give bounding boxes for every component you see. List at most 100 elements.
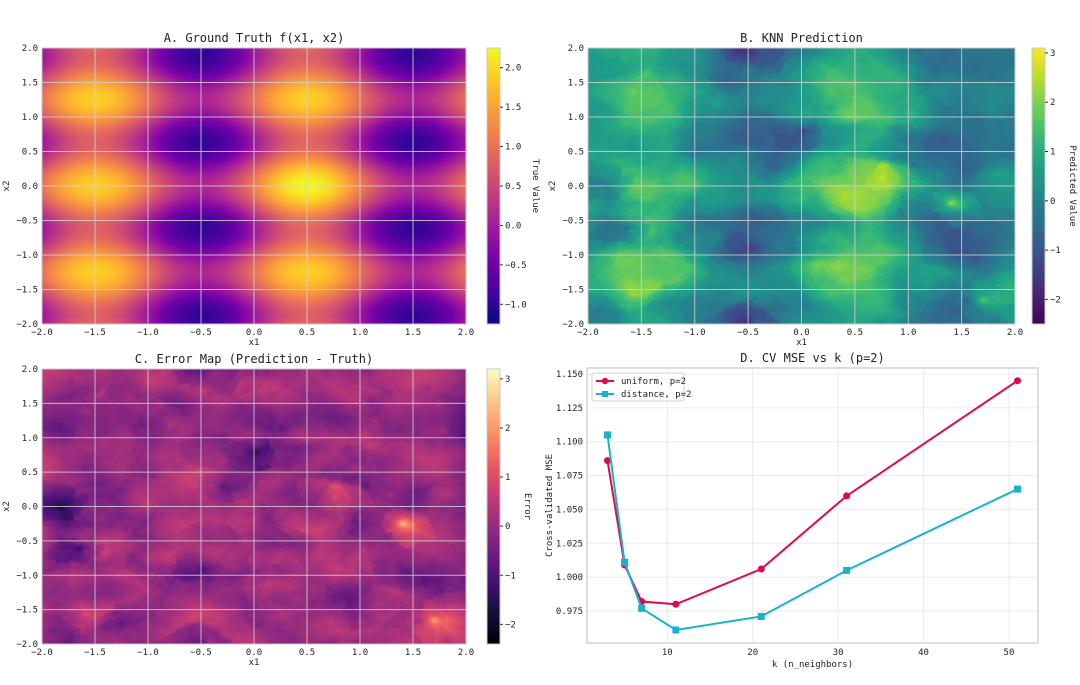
y-tick-label: 1.5 <box>568 79 584 89</box>
y-tick-label: 1.0 <box>22 434 38 444</box>
y-tick-label: 0.0 <box>22 503 38 513</box>
panel-title: D. CV MSE vs k (p=2) <box>740 351 885 365</box>
colorbar-tick-label: 3 <box>505 375 510 385</box>
colorbar-tick-label: −1 <box>1050 246 1061 256</box>
x-axis-label: x1 <box>796 338 807 348</box>
y-tick-label: 1.000 <box>556 573 583 583</box>
x-tick-label: 1.0 <box>900 328 916 338</box>
x-tick-label: −0.5 <box>190 328 212 338</box>
y-tick-label: −1.0 <box>562 251 584 261</box>
x-axis-label: k (n_neighbors) <box>772 660 853 670</box>
x-tick-label: 0.0 <box>793 328 809 338</box>
colorbar-tick-label: 0 <box>505 522 510 532</box>
colorbar-tick-label: 1.5 <box>505 103 521 113</box>
y-tick-label: 1.5 <box>22 79 38 89</box>
data-point-uniform <box>672 600 680 608</box>
x-tick-label: −2.0 <box>577 328 599 338</box>
x-tick-label: 1.5 <box>405 648 421 658</box>
colorbar-tick-label: 3 <box>1050 49 1055 59</box>
y-tick-label: 2.0 <box>22 44 38 54</box>
legend-label: distance, p=2 <box>621 390 691 400</box>
y-tick-label: −0.5 <box>16 217 38 227</box>
data-point-distance <box>621 558 629 566</box>
x-tick-label: −1.0 <box>684 328 706 338</box>
x-tick-label: −1.0 <box>137 648 159 658</box>
y-tick-label: −1.5 <box>562 286 584 296</box>
colorbar-tick-label: 0.5 <box>505 182 521 192</box>
y-tick-label: 1.100 <box>556 438 583 448</box>
panel-title: A. Ground Truth f(x1, x2) <box>164 31 345 45</box>
legend-marker-square <box>602 391 608 397</box>
x-tick-label: −1.5 <box>84 648 106 658</box>
x-tick-label: 50 <box>1004 648 1015 658</box>
y-tick-label: −0.5 <box>16 537 38 547</box>
x-tick-label: −2.0 <box>31 328 53 338</box>
colorbar-label: Error <box>522 493 532 521</box>
colorbar-tick-label: 0 <box>1050 197 1055 207</box>
y-axis-label: x2 <box>2 181 12 192</box>
colorbar-true-value <box>487 48 500 324</box>
y-tick-label: 0.975 <box>556 607 583 617</box>
series-line-uniform <box>606 379 1019 606</box>
data-point-distance <box>843 566 851 574</box>
x-tick-label: 0.5 <box>299 648 315 658</box>
y-tick-label: −2.0 <box>16 320 38 330</box>
y-tick-label: 2.0 <box>22 365 38 375</box>
y-tick-label: 2.0 <box>568 44 584 54</box>
data-point-uniform <box>843 492 851 500</box>
colorbar-label: Predicted Value <box>1067 145 1077 226</box>
x-tick-label: 0.5 <box>847 328 863 338</box>
x-tick-label: −1.0 <box>137 328 159 338</box>
data-point-distance <box>1014 485 1021 493</box>
x-tick-label: 40 <box>918 648 929 658</box>
y-tick-label: −1.5 <box>16 606 38 616</box>
colorbar-frame <box>486 368 501 645</box>
x-tick-label: 1.0 <box>352 328 368 338</box>
x-tick-label: −0.5 <box>190 648 212 658</box>
y-tick-label: −2.0 <box>16 640 38 650</box>
y-tick-label: 1.0 <box>568 113 584 123</box>
x-tick-label: 10 <box>662 648 673 658</box>
y-tick-label: −1.0 <box>16 571 38 581</box>
data-point-distance <box>638 604 646 612</box>
x-tick-label: 1.5 <box>953 328 969 338</box>
data-point-distance <box>757 612 765 620</box>
x-tick-label: −2.0 <box>31 648 53 658</box>
y-tick-label: 1.0 <box>22 113 38 123</box>
x-tick-label: 20 <box>747 648 758 658</box>
colorbar-tick-label: 1 <box>1050 148 1055 158</box>
y-tick-label: 0.5 <box>568 148 584 158</box>
y-tick-label: −0.5 <box>562 217 584 227</box>
plot-frame <box>41 47 467 325</box>
colorbar-predicted-value <box>1032 48 1045 324</box>
colorbar-tick-label: 1 <box>505 473 510 483</box>
y-tick-label: 1.075 <box>556 472 583 482</box>
x-tick-label: 1.5 <box>405 328 421 338</box>
y-axis-label: Cross-validated MSE <box>545 454 555 557</box>
colorbar-tick-label: 2.0 <box>505 64 521 74</box>
x-tick-label: 0.0 <box>246 648 262 658</box>
colorbar-frame <box>486 47 501 325</box>
legend-box <box>591 372 685 402</box>
x-tick-label: 2.0 <box>458 648 474 658</box>
data-point-uniform <box>757 565 765 573</box>
colorbar-tick-label: −1.0 <box>505 300 527 310</box>
colorbar-tick-label: −0.5 <box>505 261 527 271</box>
x-tick-label: 2.0 <box>1007 328 1023 338</box>
colorbar-tick-label: 2 <box>1050 98 1055 108</box>
colorbar-error <box>487 369 500 644</box>
y-tick-label: 1.125 <box>556 404 583 414</box>
data-point-uniform <box>604 457 611 465</box>
y-tick-label: −2.0 <box>562 320 584 330</box>
x-axis-label: x1 <box>249 338 260 348</box>
colorbar-tick-label: −2 <box>1050 295 1061 305</box>
panel-title: B. KNN Prediction <box>740 31 863 45</box>
y-tick-label: 1.5 <box>22 399 38 409</box>
colorbar-frame <box>1031 47 1046 325</box>
x-axis-label: x1 <box>249 658 260 668</box>
colorbar-tick-label: −1 <box>505 571 516 581</box>
y-tick-label: 1.150 <box>556 370 583 380</box>
y-tick-label: 0.0 <box>22 182 38 192</box>
data-point-distance <box>604 431 611 439</box>
